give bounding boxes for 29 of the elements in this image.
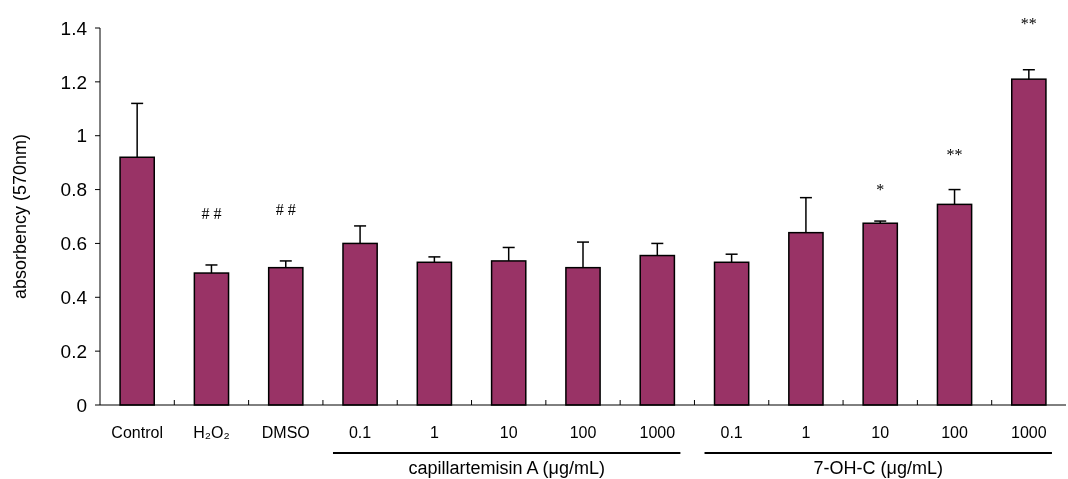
- y-tick-label: 0.4: [60, 286, 88, 308]
- y-axis-title: absorbency (570nm): [10, 133, 30, 300]
- y-tick-label: 1.4: [60, 17, 88, 39]
- x-tick-label: 0.1: [348, 424, 372, 441]
- x-tick-label: 1000: [639, 424, 676, 441]
- x-tick-label: 1: [801, 424, 811, 441]
- y-tick-label: 1.2: [60, 71, 87, 93]
- annotation: *: [876, 180, 885, 198]
- x-tick-label: H₂O₂: [193, 424, 230, 441]
- y-tick-label: 0.6: [60, 233, 87, 255]
- annotation: # #: [275, 200, 296, 218]
- x-tick-label: 1000: [1011, 424, 1047, 441]
- x-tick-label: 0.1: [720, 424, 743, 441]
- y-tick-label: 0.2: [60, 340, 87, 362]
- x-tick-label: DMSO: [261, 424, 310, 441]
- text: 7-OH-C (μg/mL): [813, 458, 943, 478]
- annotation: **: [1020, 15, 1037, 33]
- x-tick-label: 100: [941, 424, 968, 441]
- text: capillartemisin A (μg/mL): [408, 458, 605, 478]
- x-tick-label: 1: [429, 424, 439, 441]
- x-tick-label: 10: [499, 424, 518, 441]
- annotation: **: [946, 146, 963, 164]
- annotation: # #: [201, 204, 222, 222]
- y-tick-label: 0.8: [60, 179, 87, 201]
- x-tick-label: Control: [111, 424, 163, 441]
- x-tick-label: 100: [569, 424, 597, 441]
- x-tick-label: 10: [871, 424, 890, 441]
- y-tick-label: 0: [76, 394, 87, 416]
- y-tick-label: 1: [76, 125, 87, 147]
